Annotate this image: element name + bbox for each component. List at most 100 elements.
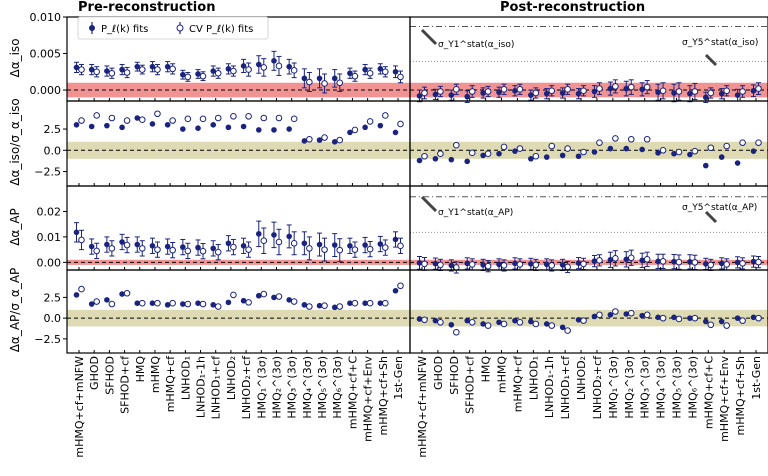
- point-open-ap-abs-pre-0: [78, 236, 85, 244]
- point-open-ap-sig-pre-19: [366, 299, 374, 307]
- legend-box: [77, 16, 269, 40]
- point-open-iso-abs-post-4: [484, 88, 492, 95]
- point-open-ap-sig-post-7: [532, 320, 540, 328]
- point-open-iso-abs-pre-0: [78, 66, 85, 73]
- point-open-ap-abs-post-8: [548, 262, 556, 269]
- point-open-ap-abs-pre-5: [154, 246, 161, 253]
- point-open-ap-sig-post-15: [659, 314, 667, 322]
- annotation-iso-y5: σ_Y5^stat(α_iso): [682, 38, 758, 67]
- point-filled-ap-abs-post-9: [559, 262, 566, 268]
- point-filled-iso-sig-pre-1: [88, 123, 95, 130]
- point-filled-iso-abs-pre-9: [210, 68, 217, 74]
- point-filled-iso-sig-pre-9: [210, 122, 217, 128]
- point-filled-iso-abs-pre-17: [331, 75, 338, 82]
- point-open-iso-abs-post-11: [596, 85, 603, 92]
- point-filled-iso-sig-pre-19: [362, 124, 368, 131]
- point-open-ap-sig-post-18: [707, 321, 715, 329]
- ytick-label-ap-sig-0: −2.5: [34, 333, 61, 346]
- point-filled-ap-sig-post-0: [416, 316, 423, 322]
- annotation-iso-y1-text: σ_Y1^stat(α_iso): [438, 40, 514, 50]
- point-filled-ap-sig-pre-7: [180, 301, 186, 307]
- point-open-iso-abs-post-3: [468, 88, 476, 95]
- point-open-iso-abs-pre-20: [382, 68, 389, 76]
- point-filled-ap-sig-post-18: [702, 318, 709, 325]
- point-filled-ap-sig-post-12: [607, 312, 614, 318]
- point-filled-iso-sig-post-0: [416, 157, 423, 164]
- point-open-iso-abs-pre-16: [321, 80, 328, 87]
- point-filled-iso-sig-pre-2: [104, 122, 110, 129]
- point-open-ap-abs-pre-3: [123, 241, 131, 249]
- category-label-post-13: HMQ₂^(3σ): [623, 356, 636, 419]
- point-filled-iso-abs-pre-16: [316, 75, 323, 82]
- point-filled-iso-abs-post-17: [687, 90, 693, 97]
- point-filled-iso-sig-pre-0: [73, 122, 80, 128]
- point-open-ap-sig-pre-12: [260, 290, 268, 298]
- point-filled-iso-sig-post-19: [718, 154, 725, 160]
- point-filled-iso-sig-pre-7: [180, 126, 186, 132]
- point-open-ap-abs-pre-7: [184, 247, 192, 255]
- point-filled-ap-abs-pre-19: [362, 242, 368, 248]
- point-open-iso-sig-post-0: [421, 152, 428, 160]
- point-filled-iso-sig-pre-14: [286, 126, 292, 132]
- ytick-label-iso-abs-1: 0.005: [30, 48, 62, 61]
- legend-open-marker: [176, 24, 184, 32]
- point-filled-ap-abs-pre-21: [392, 236, 399, 243]
- point-filled-ap-abs-post-14: [639, 257, 645, 264]
- point-open-ap-abs-pre-17: [336, 246, 344, 254]
- point-filled-iso-abs-post-9: [559, 90, 566, 96]
- point-open-ap-sig-pre-5: [154, 299, 161, 307]
- point-filled-ap-sig-post-1: [432, 317, 439, 324]
- ytick-label-ap-sig-2: 2.5: [44, 291, 62, 304]
- point-filled-iso-sig-post-8: [543, 154, 550, 160]
- point-filled-iso-sig-post-17: [687, 151, 693, 158]
- category-label-post-20: mHMQ+cf+Sh: [734, 356, 747, 435]
- point-open-ap-abs-post-9: [564, 263, 571, 271]
- point-filled-iso-abs-post-2: [448, 92, 455, 98]
- point-filled-ap-abs-post-20: [734, 259, 741, 266]
- category-label-pre-16: HMQ₅^(3σ): [316, 356, 329, 419]
- point-open-ap-sig-post-20: [739, 317, 746, 324]
- point-open-ap-abs-pre-4: [138, 245, 146, 252]
- point-open-iso-sig-pre-21: [397, 120, 404, 128]
- point-filled-ap-abs-pre-9: [210, 245, 217, 252]
- point-filled-ap-abs-pre-5: [149, 243, 156, 249]
- point-open-iso-abs-post-1: [437, 88, 444, 95]
- point-open-ap-sig-post-2: [453, 328, 460, 336]
- category-label-pre-9: LNHOD₁+cf: [210, 355, 223, 419]
- point-open-ap-sig-post-8: [548, 322, 556, 329]
- point-open-ap-abs-pre-6: [169, 246, 176, 254]
- point-filled-ap-sig-pre-11: [240, 297, 247, 304]
- point-filled-ap-sig-pre-0: [73, 292, 80, 298]
- point-filled-ap-sig-post-20: [734, 315, 741, 321]
- point-open-iso-abs-pre-11: [245, 66, 252, 73]
- point-open-iso-sig-post-16: [675, 148, 683, 156]
- point-filled-ap-sig-post-3: [464, 317, 471, 324]
- point-open-ap-sig-post-1: [437, 318, 444, 326]
- point-open-ap-sig-post-9: [564, 327, 571, 334]
- point-open-iso-abs-post-8: [548, 87, 556, 95]
- point-open-iso-sig-post-18: [707, 144, 715, 152]
- category-label-pre-21: 1st-Gen: [392, 356, 405, 400]
- point-open-iso-abs-post-21: [755, 85, 762, 92]
- frame-ap-sig-post: [409, 269, 768, 354]
- point-filled-iso-abs-post-6: [512, 87, 518, 94]
- point-filled-ap-abs-post-18: [702, 261, 709, 267]
- point-filled-ap-sig-pre-10: [225, 299, 232, 306]
- point-open-iso-abs-pre-1: [93, 68, 100, 76]
- point-open-iso-abs-pre-5: [154, 66, 161, 73]
- point-open-iso-sig-post-21: [755, 139, 762, 146]
- category-label-post-16: HMQ₅^(3σ): [670, 356, 683, 419]
- point-open-iso-sig-post-20: [739, 139, 746, 146]
- category-label-post-18: mHMQ+cf+C: [702, 356, 715, 429]
- category-label-post-14: HMQ₃^(3σ): [639, 356, 652, 419]
- category-label-pre-6: mHMQ+cf: [164, 355, 177, 412]
- point-open-iso-sig-post-12: [612, 135, 619, 142]
- point-open-iso-abs-pre-4: [138, 66, 146, 73]
- point-filled-ap-abs-pre-16: [316, 241, 323, 248]
- point-open-iso-sig-post-14: [643, 135, 651, 143]
- point-filled-iso-sig-post-20: [734, 160, 741, 166]
- point-open-iso-abs-pre-12: [260, 64, 268, 71]
- point-filled-ap-abs-post-1: [432, 260, 439, 267]
- point-filled-iso-abs-post-5: [496, 89, 502, 96]
